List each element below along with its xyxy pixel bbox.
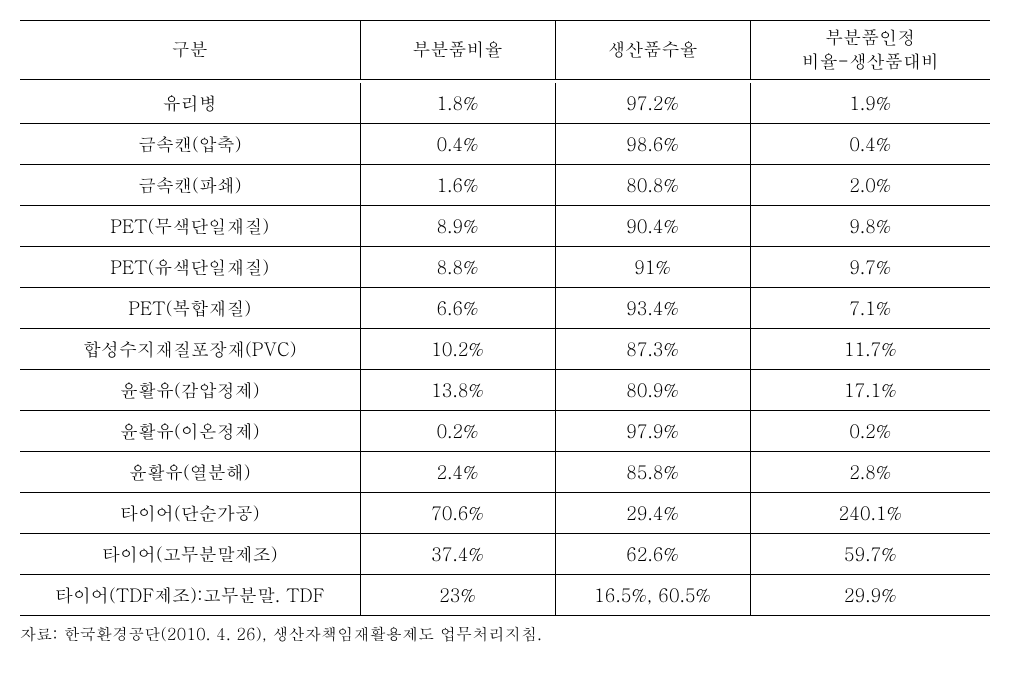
cell-category: 타이어(단순가공) (20, 493, 360, 534)
cell-category: PET(유색단일재질) (20, 247, 360, 288)
cell-recog-ratio: 17.1% (750, 370, 990, 411)
cell-recog-ratio: 59.7% (750, 534, 990, 575)
table-row: 윤활유(이온정제) 0.2% 97.9% 0.2% (20, 411, 990, 452)
cell-part-ratio: 70.6% (360, 493, 555, 534)
cell-recog-ratio: 9.7% (750, 247, 990, 288)
table-row: 타이어(TDF제조):고무분말. TDF 23% 16.5%, 60.5% 29… (20, 575, 990, 616)
cell-recog-ratio: 9.8% (750, 206, 990, 247)
cell-category: 합성수지재질포장재(PVC) (20, 329, 360, 370)
cell-part-ratio: 8.9% (360, 206, 555, 247)
cell-recog-ratio: 240.1% (750, 493, 990, 534)
cell-yield: 80.9% (555, 370, 750, 411)
table-row: PET(복합재질) 6.6% 93.4% 7.1% (20, 288, 990, 329)
cell-category: PET(무색단일재질) (20, 206, 360, 247)
cell-yield: 93.4% (555, 288, 750, 329)
cell-yield: 87.3% (555, 329, 750, 370)
cell-part-ratio: 0.2% (360, 411, 555, 452)
cell-recog-ratio: 2.8% (750, 452, 990, 493)
table-row: 합성수지재질포장재(PVC) 10.2% 87.3% 11.7% (20, 329, 990, 370)
cell-recog-ratio: 2.0% (750, 165, 990, 206)
cell-part-ratio: 8.8% (360, 247, 555, 288)
cell-yield: 91% (555, 247, 750, 288)
cell-yield: 80.8% (555, 165, 750, 206)
cell-yield: 97.9% (555, 411, 750, 452)
cell-recog-ratio: 11.7% (750, 329, 990, 370)
table-row: 금속캔(압축) 0.4% 98.6% 0.4% (20, 124, 990, 165)
col-header-recog-ratio-line2: 비율-생산품대비 (802, 49, 939, 74)
table-row: 타이어(고무분말제조) 37.4% 62.6% 59.7% (20, 534, 990, 575)
col-header-recog-ratio-line1: 부분품인정 (825, 25, 915, 50)
cell-yield: 85.8% (555, 452, 750, 493)
table-row: 윤활유(감압정제) 13.8% 80.9% 17.1% (20, 370, 990, 411)
cell-recog-ratio: 0.2% (750, 411, 990, 452)
table-source-note: 자료: 한국환경공단(2010. 4. 26), 생산자책임재활용제도 업무처리… (20, 622, 990, 645)
table-row: PET(무색단일재질) 8.9% 90.4% 9.8% (20, 206, 990, 247)
data-table-wrapper: 구분 부분품비율 생산품수율 부분품인정 비율-생산품대비 유리병 1.8% 9… (20, 20, 990, 645)
cell-part-ratio: 1.8% (360, 83, 555, 124)
cell-yield: 62.6% (555, 534, 750, 575)
table-row: PET(유색단일재질) 8.8% 91% 9.7% (20, 247, 990, 288)
cell-part-ratio: 2.4% (360, 452, 555, 493)
cell-part-ratio: 13.8% (360, 370, 555, 411)
cell-category: 윤활유(이온정제) (20, 411, 360, 452)
data-table: 구분 부분품비율 생산품수율 부분품인정 비율-생산품대비 유리병 1.8% 9… (20, 20, 990, 616)
col-header-recog-ratio: 부분품인정 비율-생산품대비 (750, 21, 990, 80)
col-header-category: 구분 (20, 21, 360, 80)
cell-recog-ratio: 0.4% (750, 124, 990, 165)
cell-category: 타이어(고무분말제조) (20, 534, 360, 575)
table-row: 유리병 1.8% 97.2% 1.9% (20, 83, 990, 124)
cell-category: 금속캔(압축) (20, 124, 360, 165)
cell-yield: 29.4% (555, 493, 750, 534)
cell-recog-ratio: 29.9% (750, 575, 990, 616)
table-header-row: 구분 부분품비율 생산품수율 부분품인정 비율-생산품대비 (20, 21, 990, 80)
cell-category: 유리병 (20, 83, 360, 124)
cell-recog-ratio: 1.9% (750, 83, 990, 124)
cell-category: 윤활유(감압정제) (20, 370, 360, 411)
cell-yield: 90.4% (555, 206, 750, 247)
table-row: 윤활유(열분해) 2.4% 85.8% 2.8% (20, 452, 990, 493)
cell-yield: 16.5%, 60.5% (555, 575, 750, 616)
cell-category: PET(복합재질) (20, 288, 360, 329)
cell-category: 윤활유(열분해) (20, 452, 360, 493)
cell-yield: 98.6% (555, 124, 750, 165)
cell-category: 금속캔(파쇄) (20, 165, 360, 206)
table-row: 금속캔(파쇄) 1.6% 80.8% 2.0% (20, 165, 990, 206)
cell-part-ratio: 1.6% (360, 165, 555, 206)
col-header-part-ratio: 부분품비율 (360, 21, 555, 80)
cell-part-ratio: 6.6% (360, 288, 555, 329)
cell-part-ratio: 0.4% (360, 124, 555, 165)
cell-category: 타이어(TDF제조):고무분말. TDF (20, 575, 360, 616)
cell-recog-ratio: 7.1% (750, 288, 990, 329)
table-row: 타이어(단순가공) 70.6% 29.4% 240.1% (20, 493, 990, 534)
cell-part-ratio: 37.4% (360, 534, 555, 575)
cell-part-ratio: 23% (360, 575, 555, 616)
cell-part-ratio: 10.2% (360, 329, 555, 370)
cell-yield: 97.2% (555, 83, 750, 124)
col-header-yield: 생산품수율 (555, 21, 750, 80)
